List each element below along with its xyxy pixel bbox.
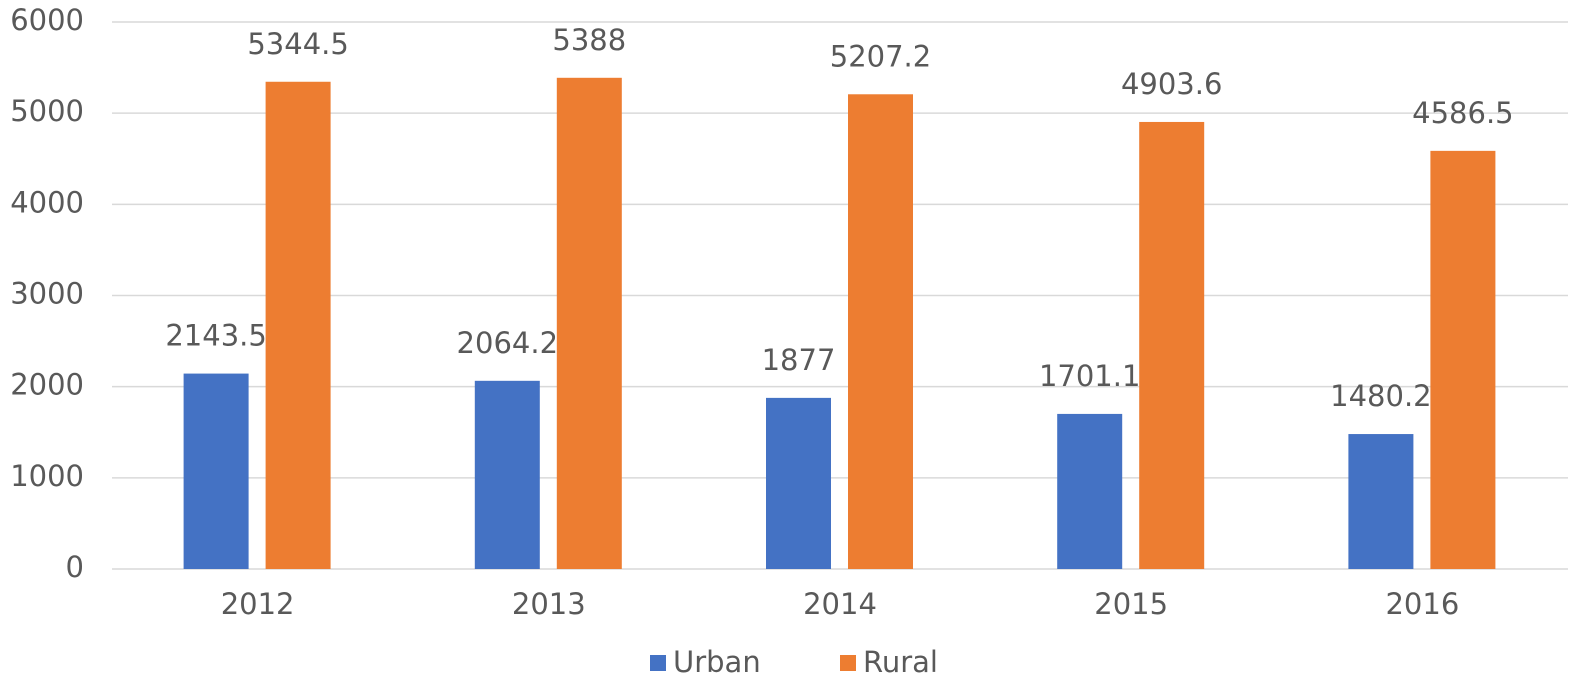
legend-label: Rural [863, 645, 938, 679]
y-tick-label: 2000 [10, 368, 84, 402]
bar [556, 77, 622, 569]
data-label: 2064.2 [457, 326, 558, 360]
bar [265, 81, 331, 569]
x-tick-label: 2015 [1094, 587, 1168, 621]
x-tick-label: 2012 [221, 587, 295, 621]
y-tick-label: 3000 [10, 277, 84, 311]
bar [848, 94, 913, 570]
data-label: 2143.5 [165, 319, 266, 353]
data-label: 5344.5 [247, 27, 348, 61]
x-tick-label: 2014 [803, 587, 877, 621]
y-tick-label: 4000 [10, 185, 84, 219]
data-label: 5207.2 [830, 39, 931, 73]
y-tick-label: 5000 [10, 94, 84, 128]
legend-swatch [650, 655, 666, 671]
bar [183, 373, 249, 569]
bar [1057, 413, 1123, 569]
bar [1430, 150, 1496, 570]
bar [1139, 121, 1205, 569]
data-label: 4586.5 [1412, 96, 1513, 130]
x-tick-label: 2013 [512, 587, 586, 621]
x-tick-label: 2016 [1385, 587, 1459, 621]
legend-swatch [840, 655, 856, 671]
data-label: 1480.2 [1330, 379, 1431, 413]
y-tick-label: 6000 [10, 3, 84, 37]
bar [474, 380, 540, 569]
data-label: 1877 [762, 343, 836, 377]
y-tick-label: 0 [66, 550, 84, 584]
y-tick-label: 1000 [10, 459, 84, 493]
legend-label: Urban [673, 645, 761, 679]
data-label: 1701.1 [1039, 359, 1140, 393]
data-label: 5388 [552, 23, 626, 57]
bar [1348, 434, 1414, 569]
bar [766, 397, 831, 569]
data-label: 4903.6 [1121, 67, 1222, 101]
